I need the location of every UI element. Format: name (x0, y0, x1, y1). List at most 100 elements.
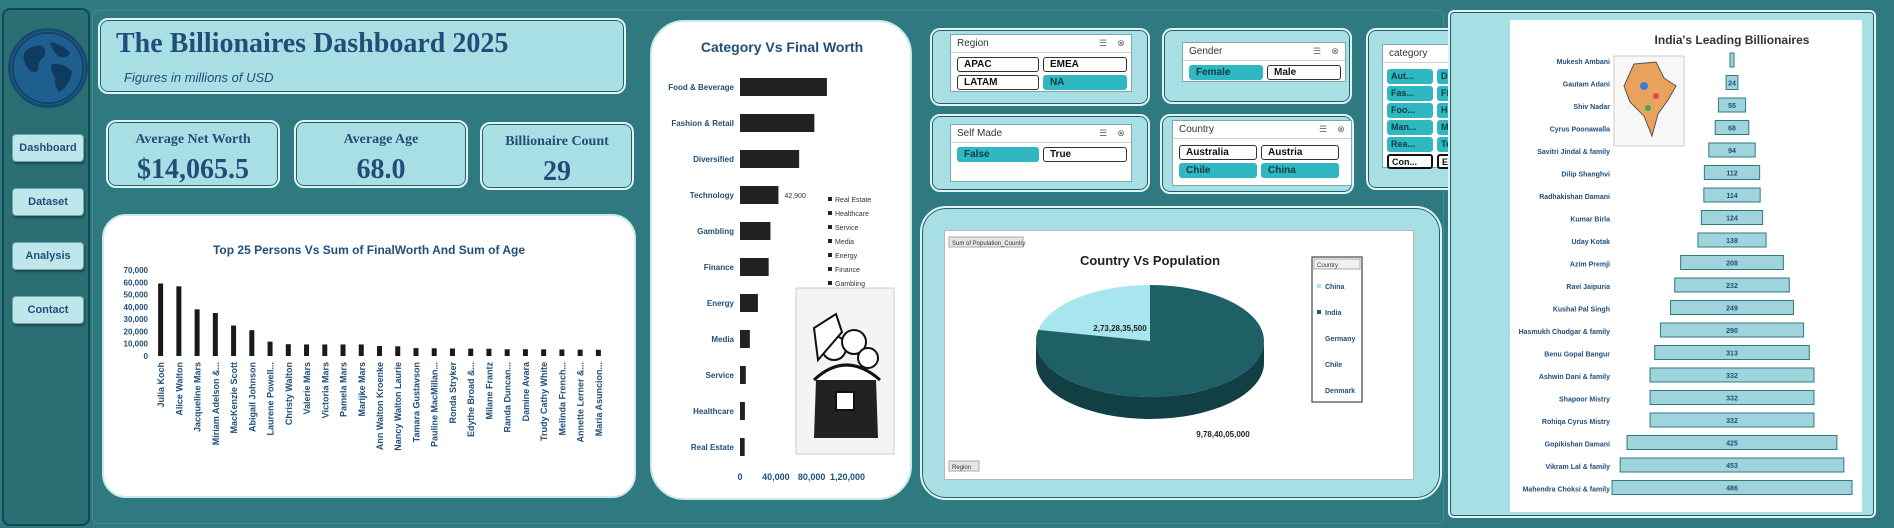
dashboard-title: The Billionaires Dashboard 2025 (116, 28, 509, 59)
y-tick-label: 10,000 (124, 340, 149, 349)
x-tick-label: Pamela Mars (339, 362, 349, 417)
country-slicer: Country ☰ ⊗ Australia Austria Chile China (1172, 120, 1352, 186)
funnel-category-label: Kumar Birla (1570, 217, 1610, 224)
x-tick-label: Edythe Broad &... (466, 362, 476, 437)
x-tick-label: MacKenzie Scott (229, 362, 239, 434)
bar-finalworth (431, 348, 437, 356)
funnel-data-label: 94 (1728, 148, 1736, 155)
nav-dataset-button[interactable]: Dataset (12, 188, 84, 216)
field-button[interactable] (948, 236, 1024, 248)
clear-filter-icon[interactable]: ⊗ (1117, 38, 1125, 48)
funnel-category-label: Azim Premji (1570, 262, 1610, 269)
nav-dashboard-button[interactable]: Dashboard (12, 134, 84, 162)
funnel-bar (1680, 255, 1784, 270)
funnel-category-label: Gautam Adani (1563, 82, 1610, 89)
legend-entry: Energy (835, 253, 858, 260)
category-chart-panel: Category Vs Final Worth Food & Beverage Fa… (650, 20, 912, 500)
legend-swatch (828, 253, 832, 257)
x-tick-label: Jacqueline Mars (193, 362, 203, 432)
region-chip-apac[interactable]: APAC (957, 57, 1039, 72)
bar-finalworth (249, 330, 255, 356)
funnel-data-label: 313 (1726, 351, 1738, 358)
region-chip-latam[interactable]: LATAM (957, 75, 1039, 90)
funnel-data-label: 332 (1726, 418, 1738, 425)
selfmade-chip-false[interactable]: False (957, 147, 1039, 162)
x-tick-label: Victoria Mars (320, 362, 330, 418)
bar-finalworth (559, 349, 565, 356)
gender-chip-male[interactable]: Male (1267, 65, 1341, 80)
funnel-data-label: 208 (1726, 261, 1738, 268)
category-chip[interactable]: Aut... (1387, 69, 1433, 84)
dashboard-subtitle: Figures in millions of USD (124, 70, 274, 85)
y-tick-label: 20,000 (124, 327, 149, 336)
x-tick-label: 40,000 (762, 472, 790, 482)
clear-filter-icon[interactable]: ⊗ (1331, 46, 1339, 56)
multi-select-icon[interactable]: ☰ (1098, 38, 1108, 48)
globe-logo-icon (8, 28, 88, 108)
nav-contact-button[interactable]: Contact (12, 296, 84, 324)
bar-finalworth (176, 286, 182, 356)
bar-finalworth (486, 348, 492, 356)
region-chip-na[interactable]: NA (1043, 75, 1127, 90)
pie-slice (1038, 285, 1150, 341)
pie-data-label: 9,78,40,05,000 (1196, 430, 1250, 439)
nav-analysis-button[interactable]: Analysis (12, 242, 84, 270)
funnel-bar (1670, 300, 1794, 315)
category-chip[interactable]: Foo... (1387, 103, 1433, 118)
funnel-bar (1729, 52, 1735, 68)
pie-slice (1036, 285, 1264, 397)
india-chart-area: India's Leading Billionaires Mukesh Amban… (1510, 20, 1862, 512)
gender-chip-female[interactable]: Female (1189, 65, 1263, 80)
funnel-category-label: Dilip Shanghvi (1561, 172, 1610, 179)
country-chip-chile[interactable]: Chile (1179, 163, 1257, 178)
funnel-category-label: Kushal Pal Singh (1553, 307, 1610, 314)
pie-legend (1311, 256, 1363, 403)
funnel-bar (1619, 457, 1845, 473)
funnel-data-label: 68 (1728, 126, 1736, 133)
country-chip-australia[interactable]: Australia (1179, 145, 1257, 160)
country-chip-china[interactable]: China (1261, 163, 1339, 178)
category-chip[interactable]: Man... (1387, 120, 1433, 135)
legend-entry: India (1325, 310, 1341, 317)
selfmade-chip-true[interactable]: True (1043, 147, 1127, 162)
funnel-data-label: 425 (1726, 441, 1738, 448)
region-filter-button[interactable] (948, 460, 980, 472)
bar-finalworth (158, 283, 164, 356)
gender-slicer: Gender ☰ ⊗ Female Male (1182, 42, 1346, 82)
category-chip[interactable]: Con... (1387, 154, 1433, 169)
legend-filter-button[interactable] (1313, 258, 1361, 270)
kpi-average-net-worth: Average Net Worth $14,065.5 (106, 120, 280, 188)
clear-filter-icon[interactable]: ⊗ (1117, 128, 1125, 138)
gender-slicer-panel: Gender ☰ ⊗ Female Male (1162, 28, 1352, 104)
funnel-data-label: 114 (1726, 193, 1737, 200)
multi-select-icon[interactable]: ☰ (1318, 124, 1328, 134)
kpi-label: Average Net Worth (135, 132, 251, 147)
funnel-category-label: Rohiqa Cyrus Mistry (1542, 419, 1610, 426)
x-tick-label: Christy Walton (284, 362, 294, 425)
bar-finalworth (468, 348, 474, 356)
x-tick-label: 0 (737, 472, 742, 482)
kpi-average-age: Average Age 68.0 (294, 120, 468, 188)
legend-swatch (1317, 284, 1321, 288)
bar-finalworth (194, 309, 200, 356)
country-population-pie: Sum of Population_Country Region Country V… (948, 236, 1363, 472)
clear-filter-icon[interactable]: ⊗ (1337, 124, 1345, 134)
funnel-category-label: Cyrus Poonawalla (1550, 127, 1610, 134)
funnel-bar (1717, 97, 1747, 113)
legend-entry: Healthcare (835, 211, 869, 218)
top25-chart-panel: Top 25 Persons Vs Sum of FinalWorth And … (102, 214, 636, 498)
category-chip[interactable]: Fas... (1387, 86, 1433, 101)
multi-select-icon[interactable]: ☰ (1098, 128, 1108, 138)
multi-select-icon[interactable]: ☰ (1312, 46, 1322, 56)
y-tick-label: 40,000 (124, 303, 149, 312)
bar-finalworth (522, 349, 528, 356)
x-tick-label: Marijke Mars (357, 362, 367, 417)
category-chart: Category Vs Final Worth Food & Beverage Fa… (668, 39, 895, 482)
category-bar (740, 186, 779, 204)
legend-entry: Germany (1325, 336, 1355, 343)
category-label: Fashion & Retail (671, 119, 734, 128)
country-chip-austria[interactable]: Austria (1261, 145, 1339, 160)
category-bar (740, 150, 800, 168)
region-chip-emea[interactable]: EMEA (1043, 57, 1127, 72)
category-chip[interactable]: Rea... (1387, 137, 1433, 152)
